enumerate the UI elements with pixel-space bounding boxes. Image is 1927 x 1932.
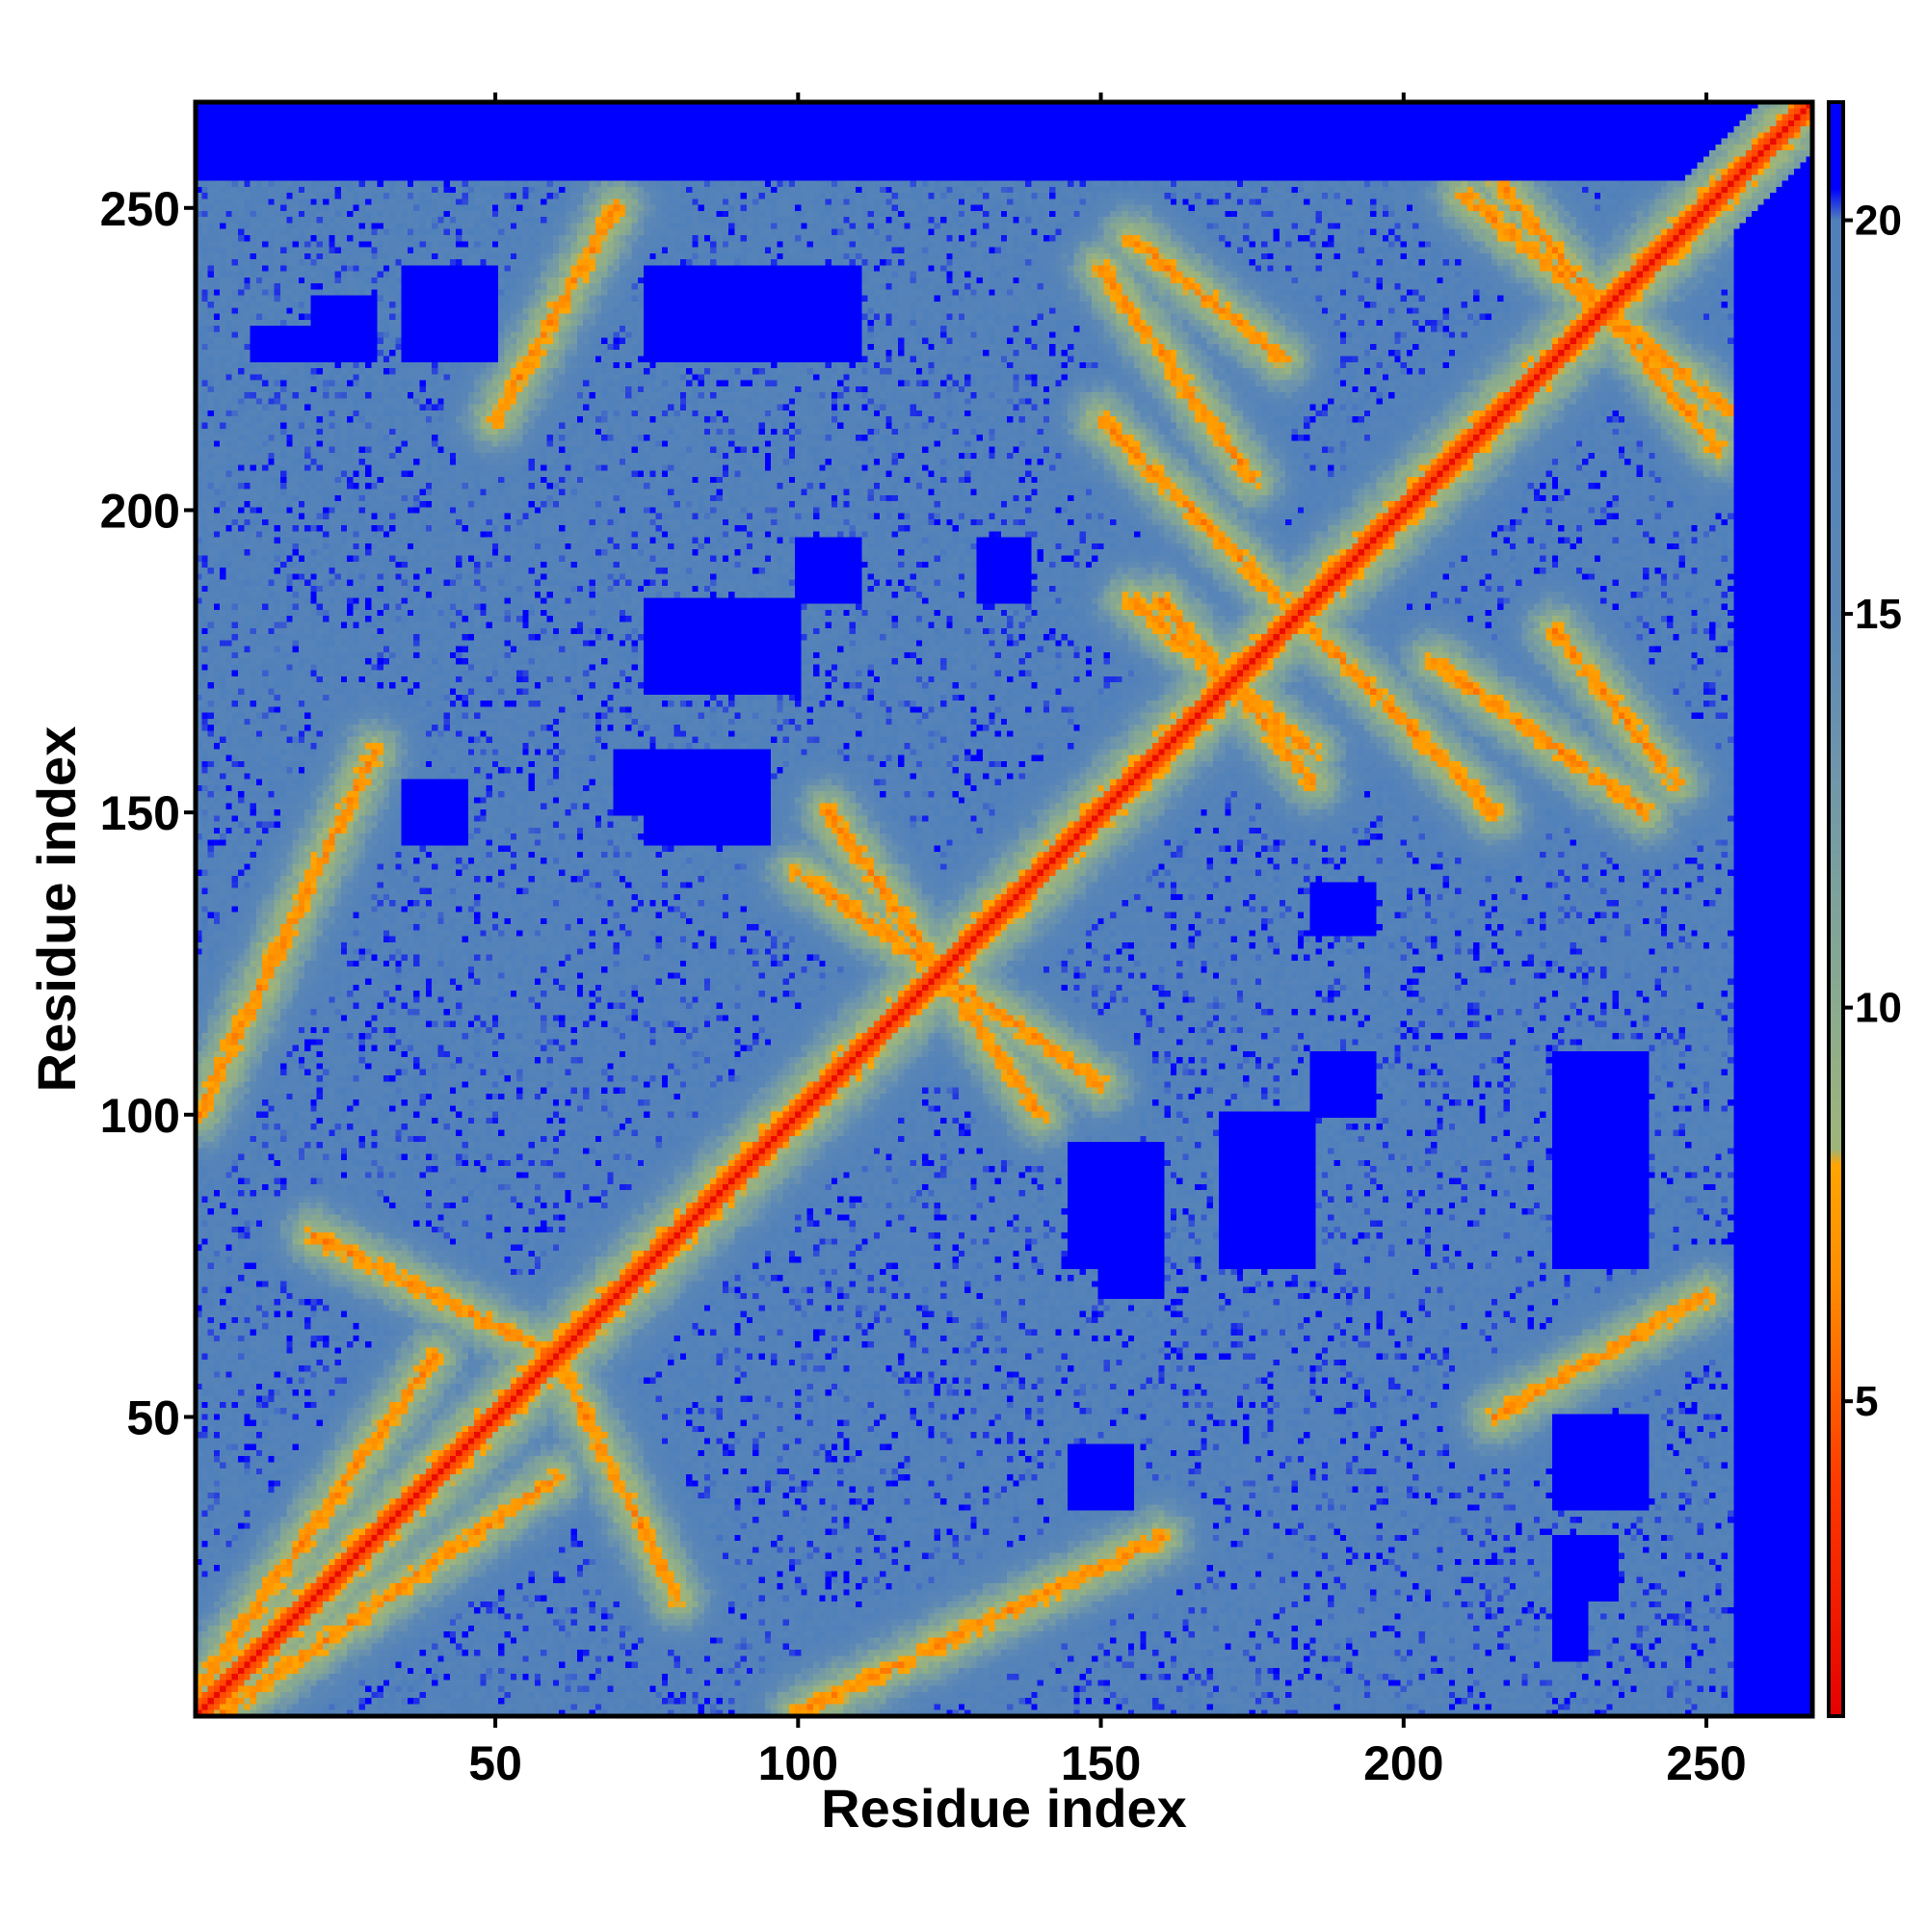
y-tick-label: 50	[126, 1390, 180, 1444]
heatmap-cells	[196, 102, 1812, 1716]
y-tick-label: 250	[100, 182, 180, 236]
y-tick-label: 100	[100, 1089, 180, 1143]
x-tick-label: 150	[1061, 1736, 1141, 1790]
x-tick-label: 250	[1666, 1736, 1746, 1790]
x-tick-label: 100	[758, 1736, 838, 1790]
y-tick-label: 200	[100, 484, 180, 538]
colorbar-tick-label: 15	[1855, 591, 1902, 638]
colorbar: 5 10 15 20	[1827, 100, 1902, 1718]
y-axis-ticks: 50 100 150 200 250	[100, 182, 196, 1444]
colorbar-tick-label: 5	[1855, 1378, 1878, 1425]
colorbar-tick-label: 20	[1855, 198, 1902, 245]
colorbar-gradient	[1827, 100, 1845, 1718]
heatmap	[196, 102, 1812, 1716]
x-tick-label: 50	[468, 1736, 522, 1790]
x-axis-title: Residue index	[821, 1778, 1187, 1839]
y-tick-label: 150	[100, 786, 180, 840]
x-axis-ticks: 50 100 150 200 250	[468, 93, 1747, 1790]
y-axis-title: Residue index	[26, 727, 87, 1093]
colorbar-tick-label: 10	[1855, 985, 1902, 1032]
plot-frame	[193, 99, 1815, 1719]
x-tick-label: 200	[1363, 1736, 1443, 1790]
colorbar-ticks: 5 10 15 20	[1843, 198, 1902, 1425]
